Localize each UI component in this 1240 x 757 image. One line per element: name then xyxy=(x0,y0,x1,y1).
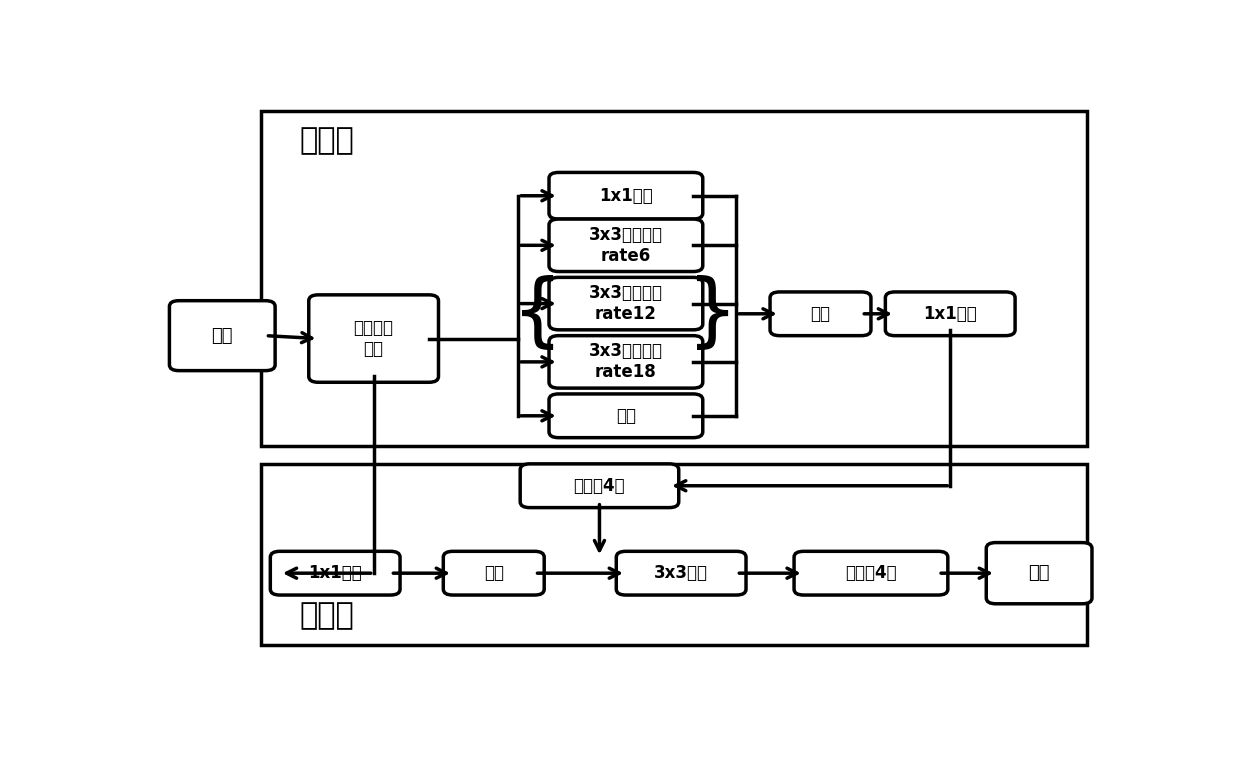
Text: 1x1卷积: 1x1卷积 xyxy=(309,564,362,582)
FancyBboxPatch shape xyxy=(549,335,703,388)
FancyBboxPatch shape xyxy=(170,301,275,371)
Text: {: { xyxy=(512,275,563,353)
Text: }: } xyxy=(687,275,738,353)
FancyBboxPatch shape xyxy=(986,543,1092,604)
Text: 3x3空洞卷积
rate12: 3x3空洞卷积 rate12 xyxy=(589,284,663,323)
Text: 池化: 池化 xyxy=(616,407,636,425)
Bar xyxy=(260,111,1087,447)
FancyBboxPatch shape xyxy=(549,394,703,438)
FancyBboxPatch shape xyxy=(549,173,703,219)
Text: 串联: 串联 xyxy=(484,564,503,582)
Text: 上采样4倍: 上采样4倍 xyxy=(574,477,625,495)
FancyBboxPatch shape xyxy=(309,294,439,382)
FancyBboxPatch shape xyxy=(270,551,401,595)
FancyBboxPatch shape xyxy=(770,292,870,335)
Text: 编码器: 编码器 xyxy=(299,126,353,155)
Text: 解码器: 解码器 xyxy=(299,601,353,630)
Bar xyxy=(260,464,1087,645)
FancyBboxPatch shape xyxy=(444,551,544,595)
FancyBboxPatch shape xyxy=(794,551,947,595)
Text: 输入: 输入 xyxy=(212,327,233,344)
Text: 空洞卷积
网络: 空洞卷积 网络 xyxy=(353,319,393,358)
Text: 1x1卷积: 1x1卷积 xyxy=(599,187,652,204)
FancyBboxPatch shape xyxy=(885,292,1016,335)
Text: 3x3空洞卷积
rate18: 3x3空洞卷积 rate18 xyxy=(589,342,663,382)
Text: 串联: 串联 xyxy=(811,305,831,322)
FancyBboxPatch shape xyxy=(616,551,746,595)
Text: 1x1卷积: 1x1卷积 xyxy=(924,305,977,322)
Text: 3x3卷积: 3x3卷积 xyxy=(655,564,708,582)
FancyBboxPatch shape xyxy=(549,277,703,330)
FancyBboxPatch shape xyxy=(521,464,678,508)
Text: 输出: 输出 xyxy=(1028,564,1050,582)
Text: 3x3空洞卷积
rate6: 3x3空洞卷积 rate6 xyxy=(589,226,663,265)
Text: 上采样4倍: 上采样4倍 xyxy=(846,564,897,582)
FancyBboxPatch shape xyxy=(549,219,703,272)
